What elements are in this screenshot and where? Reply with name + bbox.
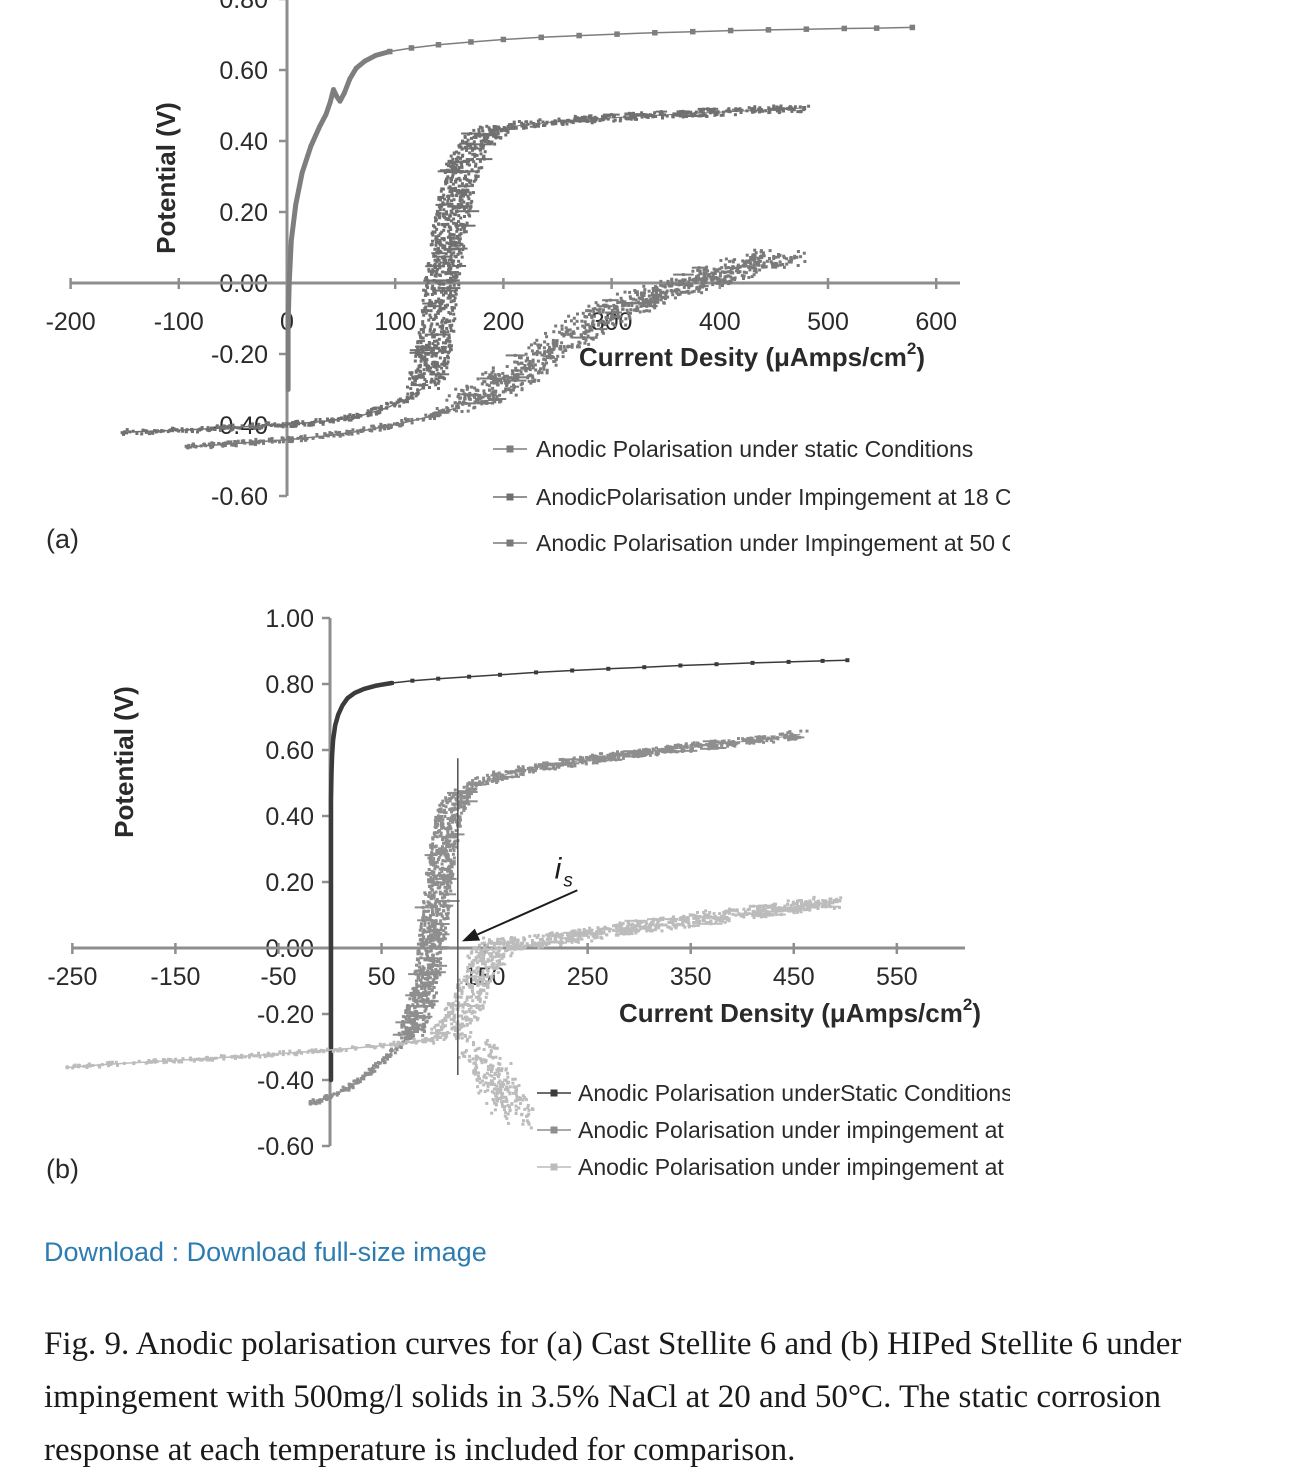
legend-label: Anodic Polarisation under Impingement at… [536,530,1010,556]
download-links: Download : Download full-size image [44,1236,487,1268]
legend-marker-icon [550,1163,558,1171]
y-tick-label: -0.60 [211,483,268,511]
x-tick-label: 500 [807,308,849,336]
y-tick-label: -0.20 [211,341,268,369]
y-tick-label: -0.40 [257,1067,314,1095]
x-tick-label: 600 [915,308,957,336]
legend-marker-icon [506,445,514,453]
legend-marker-icon [506,493,514,501]
series-static [285,24,916,392]
series-impingement-50c [184,248,807,450]
legend-item: AnodicPolarisation under Impingement at … [493,484,1012,510]
chart-a-svg: -200-10001002003004005006000.800.600.400… [46,0,1018,556]
x-axis-title: Current Density (μAmps/cm2) [619,995,981,1028]
download-full-size-image-link[interactable]: Download : Download full-size image [44,1237,487,1267]
chart-b-svg: -250-150-50501502503504505501.000.800.60… [46,605,1059,1184]
y-tick-label: 0.40 [219,128,268,156]
legend-label: Anodic Polarisation under impingement at… [578,1154,1010,1180]
series-static [328,658,850,1083]
legend-label: Anodic Polarisation under impingement at… [578,1117,1010,1143]
x-tick-label: 100 [374,308,416,336]
legend-label: AnodicPolarisation under Impingement at … [536,484,1010,510]
series-impingement-18c [120,104,811,436]
y-tick-label: 0.60 [219,57,268,85]
y-axis-title: Potential (V) [151,102,181,254]
x-tick-label: 350 [670,963,712,991]
is-arrow-line [477,889,578,936]
legend-label: Anodic Polarisation underStatic Conditio… [578,1080,1010,1106]
y-tick-label: 0.20 [219,199,268,227]
legend-label: Anodic Polarisation under static Conditi… [536,436,973,462]
x-tick-label: 550 [876,963,918,991]
y-tick-label: 0.40 [265,803,314,831]
panel-label: (a) [46,524,79,554]
legend-item: Anodic Polarisation underStatic Conditio… [537,1080,1013,1106]
x-tick-label: 450 [773,963,815,991]
legend-marker-icon [550,1089,558,1097]
legend-item: Anodic Polarisation under static Conditi… [493,436,973,462]
x-tick-label: -200 [46,308,96,336]
y-tick-label: -0.20 [257,1001,314,1029]
y-tick-label: 0.20 [265,869,314,897]
y-tick-label: -0.60 [257,1133,314,1161]
legend-marker-icon [550,1126,558,1134]
legend-marker-icon [506,539,514,547]
x-tick-label: -100 [154,308,204,336]
panel-label: (b) [46,1154,79,1184]
series-impingement-18c [308,729,809,1106]
figure-image: -200-10001002003004005006000.800.600.400… [0,0,1059,1195]
x-tick-label: 200 [483,308,525,336]
legend-item: Anodic Polarisation under Impingement at… [493,530,1018,556]
y-tick-label: 1.00 [265,605,314,633]
y-tick-label: 0.80 [219,0,268,14]
x-tick-label: 250 [567,963,609,991]
legend-item: Anodic Polarisation under impingement at… [537,1117,1059,1143]
x-tick-label: 50 [368,963,396,991]
figure-caption: Fig. 9. Anodic polarisation curves for (… [44,1326,1182,1468]
y-tick-label: 0.80 [265,671,314,699]
chart-a-cast-stellite: -200-10001002003004005006000.800.600.400… [0,0,1018,565]
x-tick-label: -250 [47,963,97,991]
x-tick-label: 400 [699,308,741,336]
legend-item: Anodic Polarisation under impingement at… [537,1154,1059,1180]
x-axis-title: Current Desity (μAmps/cm2) [579,339,925,372]
is-arrow-head [461,928,481,942]
x-tick-label: -150 [150,963,200,991]
y-tick-label: 0.60 [265,737,314,765]
chart-b-hiped-stellite: -250-150-50501502503504505501.000.800.60… [0,590,1059,1195]
x-tick-label: -50 [260,963,296,991]
y-axis-title: Potential (V) [109,686,139,838]
series-impingement-50c [65,895,843,1130]
